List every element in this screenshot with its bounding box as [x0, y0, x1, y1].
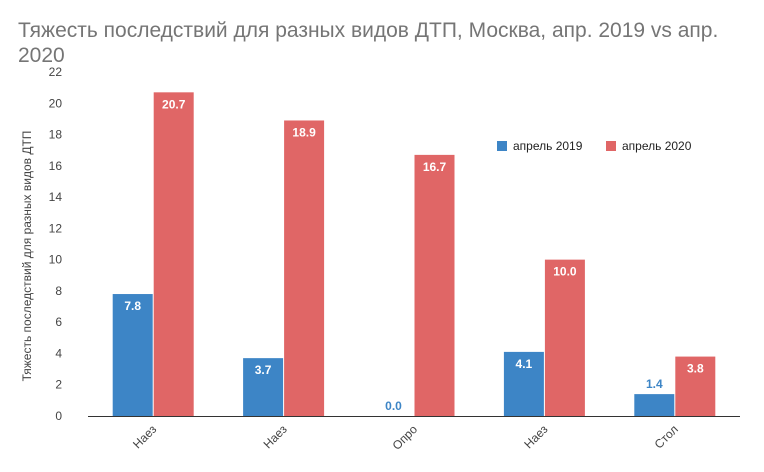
- data-label-0-1: 3.7: [255, 363, 272, 377]
- x-tick-label-3: Наез: [521, 422, 551, 452]
- x-tick-label-4: Стол: [652, 422, 681, 451]
- y-tick-label-10: 20: [49, 96, 63, 110]
- x-tick-label-1: Наез: [261, 422, 291, 452]
- legend-label-1: апрель 2020: [622, 139, 692, 153]
- data-label-0-4: 1.4: [646, 377, 663, 391]
- bar-0-3: [503, 351, 544, 416]
- x-tick-label-0: Наез: [130, 422, 160, 452]
- y-tick-label-5: 10: [49, 253, 63, 267]
- bar-1-3: [544, 259, 585, 416]
- y-tick-label-11: 22: [49, 65, 63, 79]
- y-tick-label-6: 12: [49, 221, 63, 235]
- legend-label-0: апрель 2019: [513, 139, 583, 153]
- y-tick-label-8: 16: [49, 159, 63, 173]
- y-tick-label-9: 18: [49, 128, 63, 142]
- legend-swatch-0: [497, 141, 507, 151]
- data-label-1-3: 10.0: [553, 265, 577, 279]
- y-tick-label-2: 4: [55, 346, 62, 360]
- data-label-1-0: 20.7: [162, 97, 186, 111]
- bar-0-0: [112, 294, 153, 416]
- data-label-1-1: 18.9: [292, 125, 316, 139]
- bar-1-1: [284, 120, 325, 417]
- y-tick-label-3: 6: [55, 315, 62, 329]
- data-label-0-3: 4.1: [516, 357, 533, 371]
- y-tick-label-0: 0: [55, 409, 62, 423]
- legend-swatch-1: [606, 141, 616, 151]
- y-tick-label-4: 8: [55, 284, 62, 298]
- bar-0-4: [634, 394, 675, 416]
- y-tick-label-1: 2: [55, 378, 62, 392]
- bar-1-0: [153, 92, 194, 416]
- bar-1-4: [675, 356, 716, 416]
- bar-1-2: [414, 154, 455, 416]
- data-label-1-4: 3.8: [687, 362, 704, 376]
- x-tick-label-2: Опро: [390, 422, 421, 453]
- y-tick-label-7: 14: [49, 190, 63, 204]
- bar-0-1: [243, 358, 284, 416]
- data-label-1-2: 16.7: [423, 160, 447, 174]
- data-label-0-2: 0.0: [385, 399, 402, 413]
- y-axis-label: Тяжесть последствий для разных видов ДТП: [20, 131, 34, 382]
- data-label-0-0: 7.8: [124, 299, 141, 313]
- chart-title: Тяжесть последствий для разных видов ДТП…: [18, 19, 719, 67]
